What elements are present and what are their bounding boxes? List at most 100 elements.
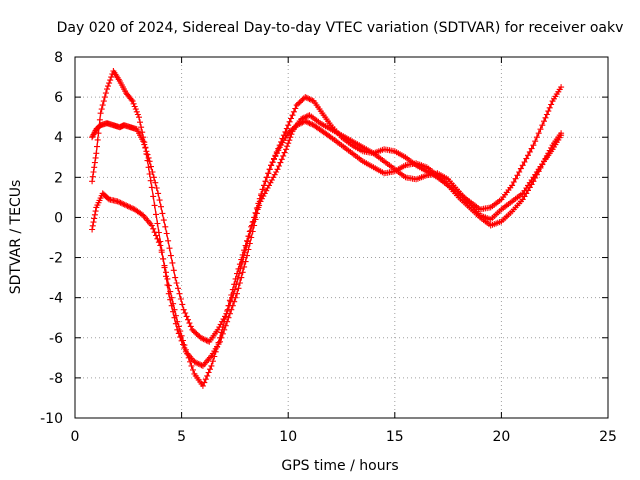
data-point xyxy=(558,84,565,91)
data-point xyxy=(305,95,312,102)
data-point xyxy=(179,301,186,308)
data-point xyxy=(102,90,109,97)
data-point xyxy=(231,281,238,288)
data-point xyxy=(290,108,297,115)
data-point xyxy=(525,152,531,159)
data-point xyxy=(151,202,158,209)
data-point xyxy=(537,165,544,171)
chart-title: Day 020 of 2024, Sidereal Day-to-day VTE… xyxy=(57,20,624,36)
data-point xyxy=(238,256,245,263)
data-point xyxy=(117,199,124,206)
data-point xyxy=(131,103,138,110)
data-point xyxy=(174,318,181,325)
data-point xyxy=(236,261,243,268)
data-point xyxy=(199,382,206,389)
data-point xyxy=(106,80,113,87)
data-point xyxy=(94,136,101,143)
data-point xyxy=(89,222,96,229)
data-point xyxy=(170,267,177,274)
data-point xyxy=(528,145,535,152)
data-point xyxy=(283,125,290,132)
data-series xyxy=(89,68,565,389)
data-point xyxy=(263,187,270,194)
data-point xyxy=(287,134,294,141)
data-point xyxy=(284,143,291,150)
data-point xyxy=(108,74,115,81)
data-point xyxy=(90,169,97,175)
data-point xyxy=(159,210,166,217)
data-point xyxy=(100,98,107,105)
data-point xyxy=(101,94,108,101)
y-tick-label: 2 xyxy=(54,170,63,186)
data-point xyxy=(212,348,219,355)
data-point xyxy=(184,350,191,357)
data-point xyxy=(99,102,106,109)
data-point xyxy=(545,108,552,115)
data-point xyxy=(202,336,209,343)
x-tick-label: 15 xyxy=(386,429,404,445)
data-point xyxy=(288,115,294,122)
data-point xyxy=(232,294,239,301)
data-point xyxy=(274,166,281,173)
data-point xyxy=(107,77,114,84)
data-point xyxy=(221,318,228,325)
data-point xyxy=(293,122,300,129)
data-point xyxy=(132,106,139,113)
data-point xyxy=(296,120,303,127)
data-point xyxy=(535,130,542,137)
data-point xyxy=(163,230,170,237)
y-tick-label: 6 xyxy=(54,90,63,106)
data-point xyxy=(285,140,292,147)
data-point xyxy=(138,211,145,218)
data-point xyxy=(298,98,304,105)
y-tick-label: -2 xyxy=(49,251,63,267)
data-point xyxy=(286,118,293,125)
data-point xyxy=(129,98,136,105)
data-point xyxy=(155,190,162,197)
data-point xyxy=(248,234,255,241)
data-point xyxy=(166,245,173,252)
data-point xyxy=(275,147,282,154)
data-point xyxy=(259,186,266,193)
data-point xyxy=(164,275,171,282)
data-point xyxy=(160,255,167,262)
data-point xyxy=(97,110,104,117)
data-point xyxy=(147,177,154,184)
data-point xyxy=(116,199,123,206)
data-point xyxy=(157,242,164,249)
data-point xyxy=(89,134,96,141)
grid xyxy=(75,57,608,418)
data-point xyxy=(286,128,293,135)
data-point xyxy=(178,332,185,339)
data-point xyxy=(256,195,263,202)
x-tick-label: 0 xyxy=(71,429,80,445)
data-point xyxy=(533,134,540,141)
data-point xyxy=(156,197,163,204)
x-tick-label: 10 xyxy=(279,429,297,445)
data-point xyxy=(228,306,235,313)
data-point xyxy=(238,274,245,281)
data-point xyxy=(150,174,157,181)
data-point xyxy=(203,337,210,344)
data-point xyxy=(175,323,182,330)
y-tick-label: -10 xyxy=(40,411,63,427)
data-point xyxy=(305,119,312,126)
data-point xyxy=(543,111,550,118)
data-point xyxy=(150,193,157,200)
data-point xyxy=(541,118,547,125)
data-point xyxy=(93,150,100,157)
data-point xyxy=(171,306,178,313)
data-point xyxy=(306,120,313,127)
data-point xyxy=(532,138,539,145)
data-point xyxy=(89,132,96,139)
data-point xyxy=(167,252,174,259)
data-point xyxy=(276,163,282,169)
data-point xyxy=(306,96,313,103)
data-point xyxy=(187,323,194,330)
data-point xyxy=(236,280,243,286)
data-point xyxy=(192,329,199,336)
x-tick-label: 25 xyxy=(599,429,617,445)
data-point xyxy=(154,235,161,242)
